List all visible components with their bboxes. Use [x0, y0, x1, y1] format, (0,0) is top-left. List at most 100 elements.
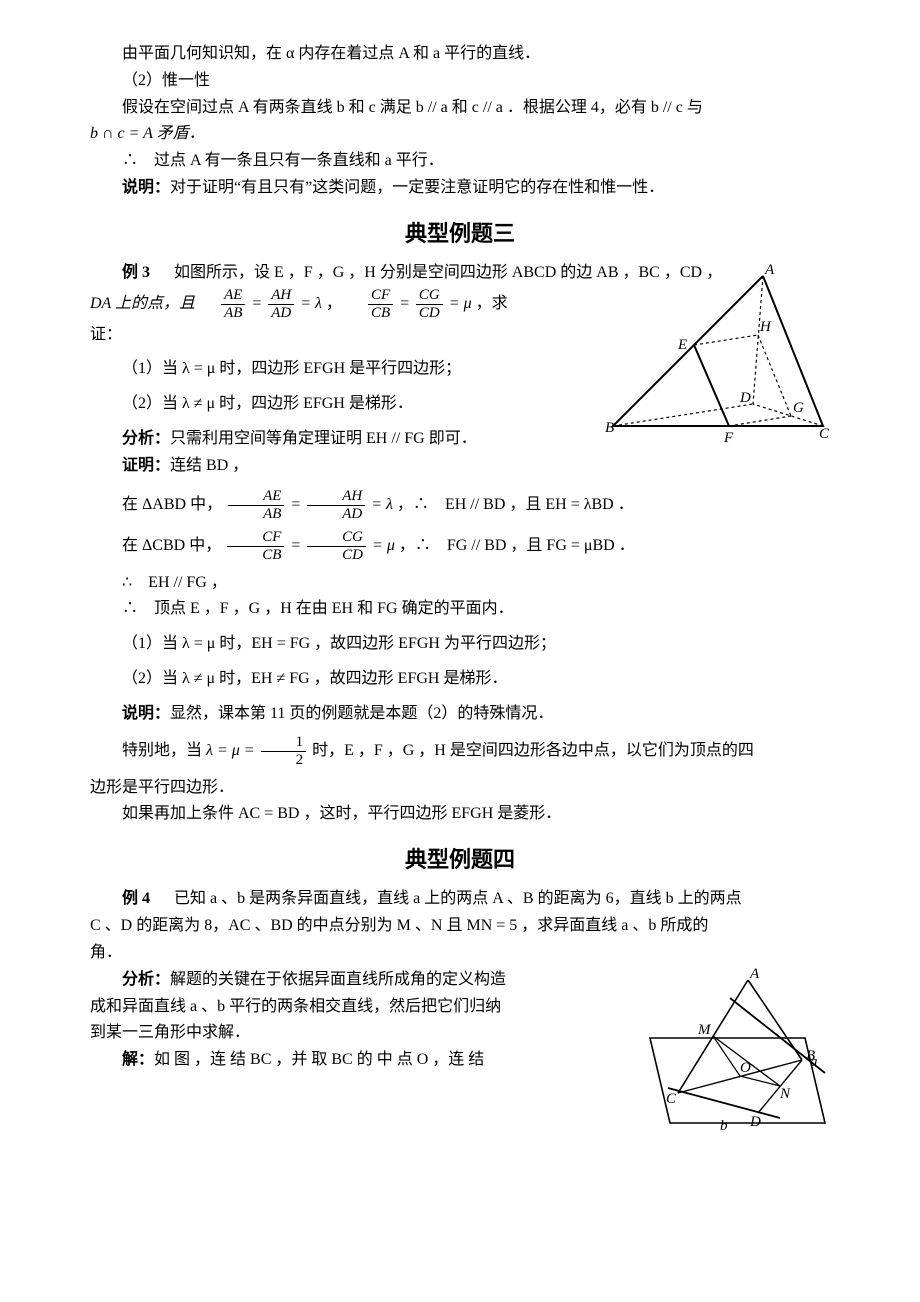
lead-end: ，求	[476, 295, 508, 312]
den: 2	[261, 752, 307, 768]
frac-CG-CD: CG CD	[416, 288, 443, 321]
num: 1	[261, 735, 307, 752]
note-text: 对于证明“有且只有”这类问题，一定要注意证明它的存在性和惟一性．	[170, 179, 664, 196]
ex3-lead-da: DA 上的点，且	[90, 295, 195, 312]
den: AD	[268, 305, 294, 321]
analysis-text: 只需利用空间等角定理证明 EH // FG 即可．	[170, 430, 477, 447]
ex3-therefore1: ∴ EH // FG ，	[90, 571, 830, 596]
frac-AH-AD: AH AD	[268, 288, 294, 321]
analysis-label: 分析：	[122, 430, 170, 447]
lam-mu-half: λ = μ =	[206, 742, 255, 759]
frac-CF-CB-2: CF CB	[227, 530, 284, 563]
cbd-before: 在 ΔCBD 中，	[122, 537, 221, 554]
ex3-therefore2: ∴ 顶点 E ，F ，G ，H 在由 EH 和 FG 确定的平面内．	[90, 597, 830, 622]
proof-label: 证明：	[122, 457, 170, 474]
ex4-lead1-text: 已知 a 、b 是两条异面直线，直线 a 上的两点 A 、B 的距离为 6，直线…	[174, 890, 742, 907]
edge-BD	[613, 404, 753, 426]
lbl-H: H	[759, 319, 772, 335]
prev-p2: （2）惟一性	[90, 69, 830, 94]
lbl-M: M	[697, 1022, 712, 1038]
lbl-B: B	[605, 420, 614, 436]
frac-AE-AB-2: AE AB	[228, 489, 284, 522]
ex4-lead1: 例 4 已知 a 、b 是两条异面直线，直线 a 上的两点 A 、B 的距离为 …	[90, 887, 830, 912]
den: AB	[221, 305, 245, 321]
num: AE	[228, 489, 284, 506]
ex3-c2: （2）当 λ ≠ μ 时，EH ≠ FG ，故四边形 EFGH 是梯形．	[90, 667, 830, 692]
edge-FG	[729, 416, 791, 426]
cbd-after: ，∴ FG // BD ，且 FG = μBD ．	[399, 537, 635, 554]
den: CB	[368, 305, 393, 321]
lbl-C: C	[819, 426, 830, 442]
eq-lambda: = λ	[300, 295, 322, 312]
num: AH	[268, 288, 294, 305]
edge-MO	[713, 1036, 740, 1076]
num: CG	[416, 288, 443, 305]
prev-p4: ∴ 过点 A 有一条且只有一条直线和 a 平行．	[90, 149, 830, 174]
lbl-N: N	[779, 1086, 791, 1102]
frac-half: 1 2	[261, 735, 307, 768]
ex3-title: 典型例题三	[90, 217, 830, 251]
plane	[650, 1038, 825, 1123]
triangle-ABC	[613, 276, 823, 426]
note-label: 说明：	[122, 179, 170, 196]
lbl-D4: D	[749, 1114, 761, 1130]
lbl-A4: A	[749, 968, 760, 982]
num: CG	[307, 530, 366, 547]
ex4-analysis-label: 分析：	[122, 971, 170, 988]
prev-p3b: b ∩ c = A 矛盾．	[90, 122, 830, 147]
lbl-D: D	[739, 390, 751, 406]
abd-after: ，∴ EH // BD ，且 EH = λBD ．	[397, 496, 634, 513]
frac-AH-AD-2: AH AD	[307, 489, 365, 522]
lbl-b: b	[720, 1118, 728, 1133]
ex3-svg: A B C D E F G H	[605, 264, 830, 462]
edge-HG	[758, 335, 791, 416]
abd-before: 在 ΔABD 中，	[122, 496, 222, 513]
lbl-O: O	[740, 1060, 751, 1076]
ex4-lead3: 角．	[90, 941, 830, 966]
lbl-B4: B	[806, 1048, 815, 1064]
edge-AD	[753, 276, 763, 404]
den: CB	[227, 547, 284, 563]
den: AB	[228, 506, 284, 522]
frac-CF-CB: CF CB	[368, 288, 393, 321]
ex4-lead2: C 、D 的距离为 8，AC 、BD 的中点分别为 M 、N 且 MN = 5 …	[90, 914, 830, 939]
ex4-sol-label: 解：	[122, 1051, 154, 1068]
ex4-label: 例 4	[122, 890, 150, 907]
prev-eq: b ∩ c = A 矛盾．	[90, 125, 205, 142]
den: CD	[416, 305, 443, 321]
frac-AE-AB: AE AB	[221, 288, 245, 321]
edge-EF	[694, 345, 729, 426]
ex3-note-label: 说明：	[122, 705, 170, 722]
num: AE	[221, 288, 245, 305]
prev-p1: 由平面几何知识知，在 α 内存在着过点 A 和 a 平行的直线．	[90, 42, 830, 67]
num: CF	[368, 288, 393, 305]
ex3-label: 例 3	[122, 264, 150, 281]
lbl-G: G	[793, 400, 804, 416]
ex3-figure: A B C D E F G H	[605, 264, 830, 462]
num: AH	[307, 489, 365, 506]
den: AD	[307, 506, 365, 522]
lbl-F: F	[723, 430, 734, 446]
lbl-C4: C	[666, 1091, 677, 1107]
prev-note: 说明：对于证明“有且只有”这类问题，一定要注意证明它的存在性和惟一性．	[90, 176, 830, 201]
ex3-special-line2: 边形是平行四边形．	[90, 776, 830, 801]
ex4-sol-text: 如 图 ，连 结 BC ，并 取 BC 的 中 点 O ，连 结	[154, 1051, 484, 1068]
ex4-figure: a A b B C D M N O	[620, 968, 830, 1133]
ex4-title: 典型例题四	[90, 843, 830, 877]
ex3-step-cbd: 在 ΔCBD 中， CF CB = CG CD = μ ，∴ FG // BD …	[90, 530, 830, 563]
special-before: 特别地，当	[122, 742, 202, 759]
lbl-E: E	[677, 337, 687, 353]
ex4-analysis-text1: 解题的关键在于依据异面直线所成角的定义构造	[170, 971, 506, 988]
ex3-note-text: 显然，课本第 11 页的例题就是本题（2）的特殊情况．	[170, 705, 553, 722]
ex3-extra: 如果再加上条件 AC = BD ，这时，平行四边形 EFGH 是菱形．	[90, 802, 830, 827]
edge-AB	[748, 980, 802, 1060]
ex3-note: 说明：显然，课本第 11 页的例题就是本题（2）的特殊情况．	[90, 702, 830, 727]
prev-p3a: 假设在空间过点 A 有两条直线 b 和 c 满足 b // a 和 c // a…	[90, 96, 830, 121]
line-b	[668, 1088, 780, 1118]
lbl-A: A	[764, 264, 775, 278]
eq-mu: = μ	[449, 295, 472, 312]
den: CD	[307, 547, 366, 563]
document-page: 由平面几何知识知，在 α 内存在着过点 A 和 a 平行的直线． （2）惟一性 …	[90, 42, 830, 1137]
ex3-lead-line1: 例 3 如图所示，设 E ，F ，G ，H 分别是空间四边形 ABCD 的边 A…	[90, 261, 830, 286]
num: CF	[227, 530, 284, 547]
